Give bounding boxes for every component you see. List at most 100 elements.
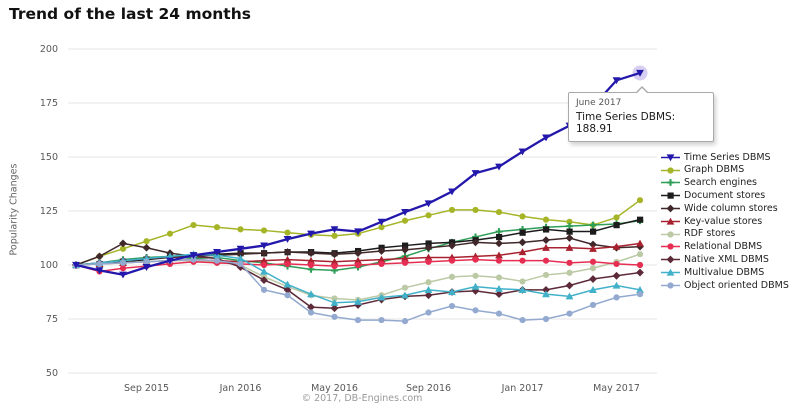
data-point[interactable] xyxy=(424,253,433,261)
data-point[interactable] xyxy=(495,274,503,281)
data-point[interactable] xyxy=(330,226,339,234)
data-point[interactable] xyxy=(495,257,503,264)
data-point[interactable] xyxy=(448,257,456,264)
data-point[interactable] xyxy=(425,309,432,316)
data-point[interactable] xyxy=(237,226,244,233)
data-point[interactable] xyxy=(495,310,503,317)
data-point[interactable] xyxy=(495,228,503,235)
data-point[interactable] xyxy=(377,293,386,301)
data-point[interactable] xyxy=(283,235,292,243)
data-point[interactable] xyxy=(471,238,480,247)
data-point[interactable] xyxy=(143,258,150,265)
data-point[interactable] xyxy=(495,208,503,216)
data-point[interactable] xyxy=(237,260,244,268)
data-point[interactable] xyxy=(519,316,526,324)
legend-item-time-series-dbms[interactable]: Time Series DBMS xyxy=(661,151,789,164)
data-point[interactable] xyxy=(119,271,127,279)
data-point[interactable] xyxy=(518,148,527,156)
data-point[interactable] xyxy=(566,218,573,225)
data-point[interactable] xyxy=(283,285,292,294)
data-point[interactable] xyxy=(284,229,291,236)
data-point[interactable] xyxy=(495,251,503,259)
data-point[interactable] xyxy=(284,292,291,299)
data-point[interactable] xyxy=(495,284,503,292)
data-point[interactable] xyxy=(566,310,573,317)
data-point[interactable] xyxy=(119,265,127,272)
data-point[interactable] xyxy=(495,239,503,248)
data-point[interactable] xyxy=(307,261,315,269)
data-point[interactable] xyxy=(142,243,151,252)
data-point[interactable] xyxy=(589,245,597,252)
data-point[interactable] xyxy=(354,249,362,258)
data-point[interactable] xyxy=(424,200,433,208)
data-point[interactable] xyxy=(331,262,338,270)
legend-item-document-stores[interactable]: Document stores xyxy=(661,189,789,202)
data-point[interactable] xyxy=(589,301,597,309)
data-point[interactable] xyxy=(307,256,315,264)
data-point[interactable] xyxy=(377,247,386,255)
data-point[interactable] xyxy=(472,307,479,314)
data-point[interactable] xyxy=(589,265,597,272)
data-point[interactable] xyxy=(613,260,620,268)
data-point[interactable] xyxy=(589,275,597,283)
data-point[interactable] xyxy=(636,197,644,204)
data-point[interactable] xyxy=(612,281,621,289)
data-point[interactable] xyxy=(401,254,409,262)
data-point[interactable] xyxy=(260,286,268,293)
data-point[interactable] xyxy=(425,258,432,265)
data-point[interactable] xyxy=(448,206,456,214)
data-point[interactable] xyxy=(613,222,620,229)
data-point[interactable] xyxy=(166,230,174,237)
data-point[interactable] xyxy=(542,271,550,279)
data-point[interactable] xyxy=(401,245,409,254)
data-point[interactable] xyxy=(518,238,527,247)
data-point[interactable] xyxy=(542,243,550,251)
data-point[interactable] xyxy=(565,234,574,242)
data-point[interactable] xyxy=(542,216,550,223)
data-point[interactable] xyxy=(448,241,456,250)
data-point[interactable] xyxy=(331,232,338,239)
data-point[interactable] xyxy=(519,213,526,220)
data-point[interactable] xyxy=(401,217,409,224)
data-point[interactable] xyxy=(518,286,527,293)
data-point[interactable] xyxy=(495,290,503,299)
data-point[interactable] xyxy=(283,255,292,263)
data-point[interactable] xyxy=(519,229,526,236)
data-point[interactable] xyxy=(284,260,291,268)
data-point[interactable] xyxy=(354,297,362,305)
data-point[interactable] xyxy=(565,243,574,251)
data-point[interactable] xyxy=(260,242,268,250)
data-point[interactable] xyxy=(496,233,503,241)
data-point[interactable] xyxy=(636,239,644,247)
data-point[interactable] xyxy=(166,257,174,265)
legend-item-rdf-stores[interactable]: RDF stores xyxy=(661,228,789,241)
data-point[interactable] xyxy=(589,240,597,249)
data-point[interactable] xyxy=(448,188,456,196)
data-point[interactable] xyxy=(542,315,550,323)
data-point[interactable] xyxy=(354,316,362,324)
data-point[interactable] xyxy=(401,259,409,266)
data-point[interactable] xyxy=(378,224,385,231)
data-point[interactable] xyxy=(236,254,245,262)
data-point[interactable] xyxy=(119,245,127,252)
data-point[interactable] xyxy=(283,248,292,256)
data-point[interactable] xyxy=(236,250,245,259)
data-point[interactable] xyxy=(424,286,433,293)
data-point[interactable] xyxy=(354,228,362,236)
data-point[interactable] xyxy=(448,302,456,310)
legend-item-relational-dbms[interactable]: Relational DBMS xyxy=(661,241,789,254)
data-point[interactable] xyxy=(566,228,573,235)
data-point[interactable] xyxy=(613,214,620,221)
data-point[interactable] xyxy=(330,304,339,313)
data-point[interactable] xyxy=(260,267,268,275)
data-point[interactable] xyxy=(471,170,480,177)
data-point[interactable] xyxy=(307,290,315,298)
data-point[interactable] xyxy=(612,242,621,250)
data-point[interactable] xyxy=(401,284,409,291)
data-point[interactable] xyxy=(189,252,198,260)
data-point[interactable] xyxy=(589,221,597,229)
data-point[interactable] xyxy=(542,236,550,245)
data-point[interactable] xyxy=(565,281,574,290)
legend-item-native-xml-dbms[interactable]: Native XML DBMS xyxy=(661,253,789,266)
data-point[interactable] xyxy=(448,273,456,280)
